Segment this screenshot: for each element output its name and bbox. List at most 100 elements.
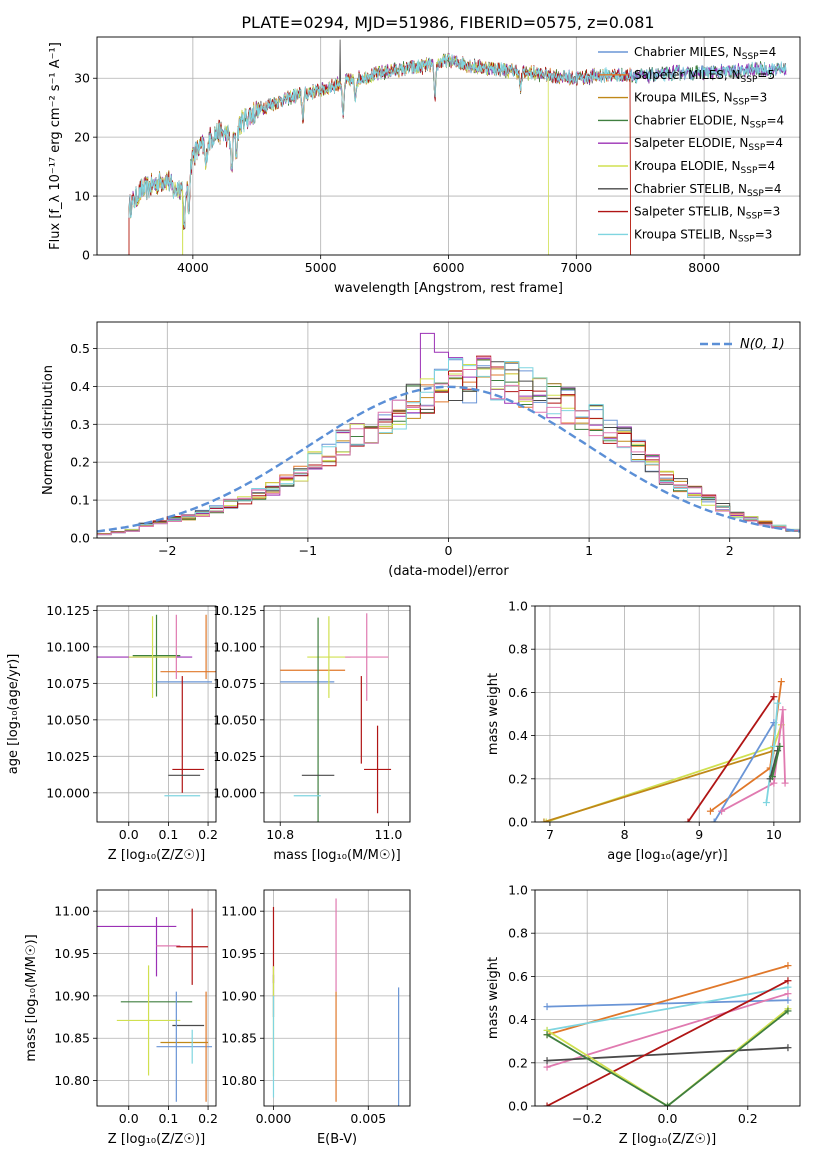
x-tick-label: 1 [585,543,593,558]
plus-marker [776,742,784,750]
x-axis-label: age [log₁₀(age/yr)] [607,848,728,863]
spectrum-line [128,54,787,228]
y-tick-label: 0.4 [508,1012,528,1027]
plus-marker [718,807,726,815]
legend-label: N(0, 1) [740,337,785,352]
plus-marker [543,1057,551,1065]
x-tick-label: 8 [621,827,629,842]
spectrum-panel: 4000 5000 6000 7000 8000 0 10 20 30 wavelength [A… [48,36,801,296]
x-tick-label: 6000 [433,260,465,275]
legend-label-subscript: SSP [750,120,767,130]
age-vs-z-panel: 0.0 0.1 0.2 10.000 10.025 10.050 10.075 10.100 1… [6,603,218,863]
plus-marker [774,699,782,707]
plus-marker [781,779,789,787]
x-tick-label: 9 [695,827,703,842]
axes-frame [263,605,411,823]
legend-label-subscript: SSP [741,75,758,85]
plus-marker [784,1044,792,1052]
y-tick-label: 0.3 [70,417,90,432]
weight-series-line [687,696,775,822]
x-tick-label: 0.005 [350,1111,386,1126]
plot-area [272,898,400,1106]
legend-label: Salpeter MILES, NSSP=5 [634,68,775,85]
y-tick-label: 10.125 [46,603,90,618]
axes-frame [534,605,801,823]
normal-curve [97,385,800,533]
legend-label: Salpeter STELIB, NSSP=3 [634,205,780,222]
y-tick-label: 10.80 [54,1073,90,1088]
data-point [128,616,177,698]
x-tick-label: −2 [158,543,176,558]
legend-label: Chabrier ELODIE, NSSP=4 [634,113,784,130]
plus-marker [762,799,770,807]
legend-label-text: Chabrier MILES, N [634,45,742,59]
histogram-series [97,358,800,538]
mass-vs-ebv-panel: 0.000 0.005 10.80 10.85 10.90 10.95 11.00 E(B-V… [221,889,411,1147]
legend-label: Kroupa MILES, NSSP=3 [634,91,767,108]
y-tick-label: 10.100 [46,639,90,654]
histogram-series [97,356,800,538]
legend-label-suffix: =5 [757,68,775,82]
x-axis-label: E(B-V) [317,1132,357,1147]
plus-marker [664,1102,671,1106]
y-tick-label: 0.5 [70,341,90,356]
tick-marks: −0.2 0.0 0.2 0.0 0.2 0.4 0.6 0.8 1.0 [508,883,758,1127]
weight-series-line [771,746,781,777]
weight-vs-z-panel: −0.2 0.0 0.2 0.0 0.2 0.4 0.6 0.8 1.0 Z [log₁₀(Z/Z… [486,883,801,1147]
y-tick-label: 30 [74,71,90,86]
weight-series-line [546,1010,789,1106]
x-axis-label: Z [log₁₀(Z/Z☉)] [619,1132,716,1147]
y-tick-label: 10.125 [213,603,257,618]
y-tick-label: 0.2 [508,1055,528,1070]
legend-label-subscript: SSP [742,52,759,62]
y-tick-label: 0.8 [508,926,528,941]
y-tick-label: 1.0 [508,883,528,898]
plot-area [540,678,789,822]
legend-label-suffix: =3 [763,205,781,219]
grid [264,606,410,822]
data-point [345,613,389,701]
plus-marker [777,678,785,686]
y-tick-label: 20 [74,130,90,145]
legend-label-text: Kroupa ELODIE, N [634,159,741,173]
x-tick-label: 0.1 [158,1111,178,1126]
y-tick-label: 0.0 [70,531,90,546]
plus-marker [706,807,714,815]
plot-area [128,39,787,255]
plus-marker [542,818,550,822]
y-tick-label: 0.8 [508,642,528,657]
plus-marker [770,779,778,787]
legend-label-subscript: SSP [738,234,755,244]
y-tick-label: 0.2 [508,771,528,786]
x-axis-label: Z [log₁₀(Z/Z☉)] [108,848,205,863]
data-point [116,965,181,1076]
y-tick-label: 10.90 [54,988,90,1003]
legend-label-subscript: SSP [746,212,763,222]
legend-label-text: Salpeter STELIB, N [634,205,746,219]
x-tick-label: 10.8 [266,827,294,842]
legend-label: Chabrier MILES, NSSP=4 [634,45,776,62]
tick-marks: 0.0 0.1 0.2 10.000 10.025 10.050 10.075 10.100 1… [46,603,218,842]
legend-label-suffix: =4 [757,159,775,173]
legend-label-text: Salpeter MILES, N [634,68,741,82]
y-tick-label: 0.2 [70,455,90,470]
legend-label-suffix: =4 [759,45,777,59]
legend-label-suffix: =4 [766,113,784,127]
y-tick-label: 10.025 [213,749,257,764]
x-tick-label: 0 [445,543,453,558]
x-tick-label: 2 [726,543,734,558]
y-tick-label: 11.00 [221,904,257,919]
y-tick-label: 0.1 [70,493,90,508]
y-axis-label: mass [log₁₀(M/M☉)] [24,934,39,1061]
x-axis-label: wavelength [Angstrom, rest frame] [334,281,563,296]
y-axis-label: Normed distribution [41,365,56,495]
y-axis-label: Flux [f_λ 10⁻¹⁷ erg cm⁻² s⁻¹ A⁻¹] [48,42,63,250]
y-tick-label: 10.075 [46,676,90,691]
x-tick-label: 11.0 [374,827,402,842]
tick-marks: 4000 5000 6000 7000 8000 0 10 20 30 [74,71,720,275]
y-tick-label: 10 [74,189,90,204]
y-tick-label: 10.025 [46,749,90,764]
y-tick-label: 0.0 [508,815,528,830]
